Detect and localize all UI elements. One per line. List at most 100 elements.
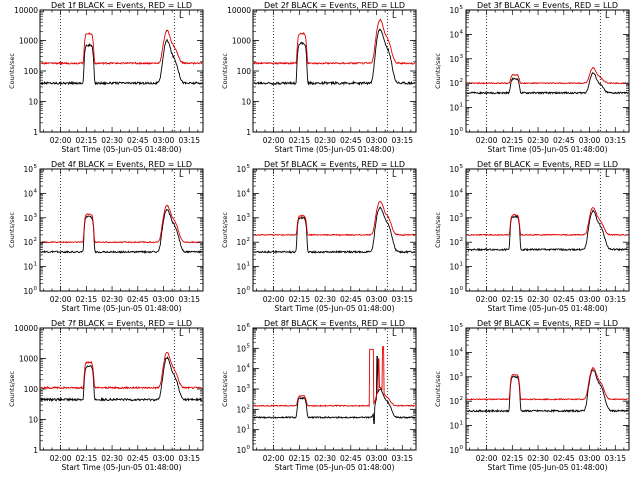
y-axis-label: Counts/sec	[221, 53, 229, 89]
y-axis-label: Counts/sec	[8, 53, 16, 89]
y-tick-exponent: 1	[460, 103, 464, 109]
x-tick-label: 02:00	[476, 295, 498, 304]
corner-mark: L	[179, 170, 184, 179]
x-tick-label: 03:00	[153, 454, 175, 463]
y-tick-exponent: 3	[460, 213, 464, 219]
y-tick-label: 10000	[227, 6, 251, 15]
y-tick-label: 10	[236, 344, 246, 353]
x-tick-label: 02:30	[314, 454, 336, 463]
y-tick-exponent: 4	[34, 188, 38, 194]
x-axis-label: Start Time (05-Jun-05 01:48:00)	[275, 304, 395, 313]
y-tick-label: 10	[28, 98, 38, 107]
y-tick-exponent: 3	[247, 384, 251, 390]
plot-title: Det 2f BLACK = Events, RED = LLD	[264, 1, 405, 10]
y-tick-label: 10	[449, 30, 459, 39]
y-tick-label: 1000	[232, 37, 251, 46]
y-tick-label: 10	[449, 446, 459, 455]
y-tick-label: 10	[23, 238, 33, 247]
x-tick-label: 03:15	[391, 454, 413, 463]
y-tick-label: 10	[449, 263, 459, 272]
plot-frame	[252, 168, 417, 292]
x-axis-label: Start Time (05-Jun-05 01:48:00)	[488, 463, 608, 472]
y-tick-label: 10	[449, 79, 459, 88]
y-tick-exponent: 2	[460, 237, 464, 243]
y-tick-label: 10	[236, 405, 246, 414]
y-tick-exponent: 4	[247, 188, 251, 194]
y-tick-label: 10	[23, 214, 33, 223]
y-tick-exponent: 3	[460, 372, 464, 378]
y-tick-label: 10	[449, 104, 459, 113]
plot-title: Det 6f BLACK = Events, RED = LLD	[477, 160, 618, 169]
x-tick-label: 02:45	[127, 136, 149, 145]
y-tick-exponent: 2	[460, 396, 464, 402]
x-tick-label: 02:45	[553, 454, 575, 463]
y-axis-label: Counts/sec	[434, 212, 442, 248]
x-tick-label: 02:45	[553, 295, 575, 304]
x-tick-label: 02:00	[476, 136, 498, 145]
x-tick-label: 02:00	[50, 136, 72, 145]
series-line-lld	[253, 201, 416, 237]
y-tick-label: 100	[24, 67, 39, 76]
x-tick-label: 03:00	[153, 295, 175, 304]
y-tick-label: 10	[449, 397, 459, 406]
y-tick-label: 10000	[14, 324, 38, 333]
series-line-events	[40, 38, 203, 86]
y-tick-label: 10	[236, 385, 246, 394]
x-axis-label: Start Time (05-Jun-05 01:48:00)	[62, 463, 182, 472]
x-tick-label: 02:45	[340, 454, 362, 463]
plot-title: Det 4f BLACK = Events, RED = LLD	[51, 160, 192, 169]
y-tick-exponent: 3	[460, 54, 464, 60]
x-tick-label: 03:15	[391, 136, 413, 145]
series-line-lld	[466, 66, 629, 85]
x-tick-label: 02:15	[502, 454, 524, 463]
x-tick-label: 02:15	[289, 295, 311, 304]
x-tick-label: 02:15	[289, 136, 311, 145]
y-tick-exponent: 5	[247, 343, 251, 349]
x-tick-label: 03:15	[604, 454, 626, 463]
x-tick-label: 03:00	[366, 136, 388, 145]
y-tick-exponent: 1	[460, 262, 464, 268]
x-tick-label: 02:45	[340, 136, 362, 145]
x-tick-label: 02:00	[263, 136, 285, 145]
y-tick-label: 10	[449, 324, 459, 333]
y-tick-exponent: 5	[460, 5, 464, 11]
y-tick-exponent: 0	[460, 127, 464, 133]
x-tick-label: 03:15	[178, 454, 200, 463]
x-axis-label: Start Time (05-Jun-05 01:48:00)	[275, 145, 395, 154]
corner-mark: L	[605, 329, 610, 338]
x-axis-label: Start Time (05-Jun-05 01:48:00)	[488, 145, 608, 154]
x-tick-label: 02:30	[101, 454, 123, 463]
y-tick-label: 10	[449, 287, 459, 296]
plot-frame	[465, 9, 630, 133]
x-tick-label: 02:00	[263, 454, 285, 463]
y-tick-label: 10	[449, 6, 459, 15]
series-line-lld	[253, 18, 416, 65]
plot-frame	[39, 168, 204, 292]
y-tick-label: 1000	[19, 37, 38, 46]
y-tick-exponent: 4	[460, 29, 464, 35]
y-tick-label: 10	[449, 348, 459, 357]
series-line-events	[466, 72, 629, 95]
x-tick-label: 02:45	[553, 136, 575, 145]
x-tick-label: 03:00	[579, 136, 601, 145]
corner-mark: L	[179, 329, 184, 338]
y-tick-exponent: 5	[247, 164, 251, 170]
y-tick-label: 10	[23, 165, 33, 174]
x-tick-label: 02:00	[50, 454, 72, 463]
x-tick-label: 02:30	[527, 295, 549, 304]
corner-mark: L	[392, 329, 397, 338]
y-axis-label: Counts/sec	[8, 371, 16, 407]
y-tick-label: 10	[236, 263, 246, 272]
x-tick-label: 02:30	[314, 136, 336, 145]
y-tick-label: 10	[449, 165, 459, 174]
x-tick-label: 02:15	[289, 454, 311, 463]
x-tick-label: 02:45	[127, 454, 149, 463]
x-tick-label: 02:15	[76, 136, 98, 145]
x-tick-label: 02:30	[101, 295, 123, 304]
x-tick-label: 02:45	[127, 295, 149, 304]
